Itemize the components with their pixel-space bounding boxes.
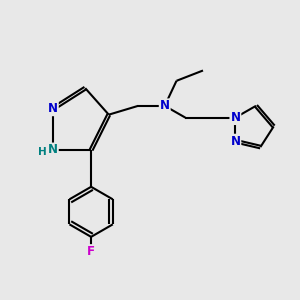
Text: N: N (160, 99, 170, 112)
Text: N: N (230, 111, 240, 124)
Text: N: N (48, 143, 58, 157)
Text: F: F (87, 245, 95, 258)
Text: N: N (230, 135, 240, 148)
Text: H: H (38, 147, 47, 158)
Text: N: N (48, 102, 58, 115)
